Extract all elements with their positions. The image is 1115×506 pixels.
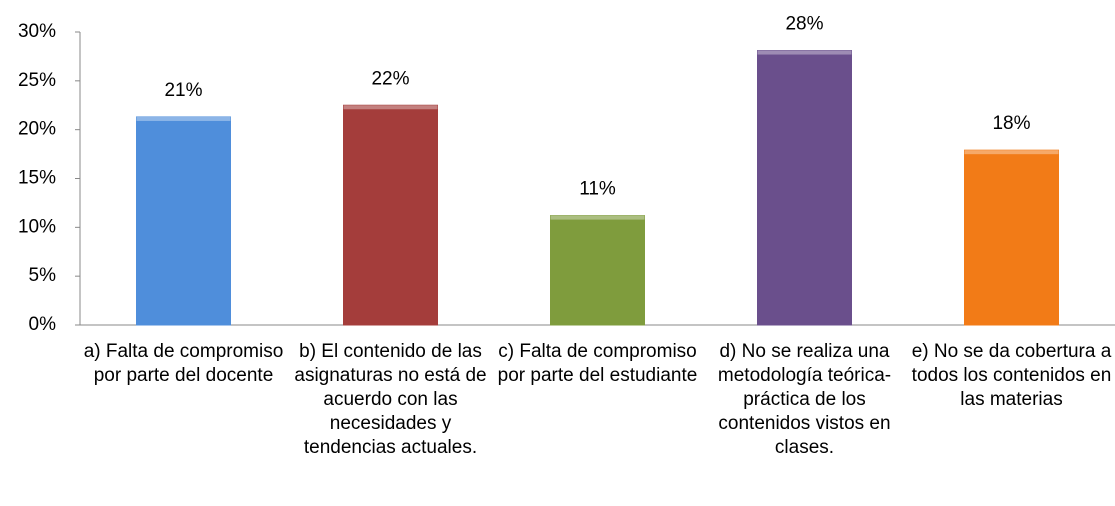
- bar: [343, 104, 438, 326]
- data-label: 22%: [371, 68, 409, 89]
- y-tick-label: 10%: [18, 216, 56, 237]
- bar-highlight: [757, 50, 852, 55]
- data-label: 28%: [785, 14, 823, 35]
- bar-highlight: [964, 150, 1059, 155]
- y-tick-label: 0%: [29, 314, 57, 335]
- bar: [136, 116, 231, 326]
- bar-highlight: [343, 105, 438, 110]
- y-tick-label: 5%: [29, 265, 57, 286]
- x-tick-label: b) El contenido de las asignaturas no es…: [294, 341, 487, 458]
- y-tick-label: 15%: [18, 168, 56, 189]
- data-label: 18%: [992, 113, 1030, 134]
- y-tick-label: 25%: [18, 70, 56, 91]
- bar: [964, 149, 1059, 326]
- data-label: 11%: [579, 179, 616, 200]
- bar: [757, 50, 852, 326]
- bar-highlight: [136, 116, 231, 121]
- y-tick-label: 30%: [18, 21, 56, 42]
- x-tick-label: e) No se da cobertura a todos los conten…: [911, 341, 1112, 410]
- bar-highlight: [550, 215, 645, 220]
- x-tick-label: d) No se realiza una metodología teórica…: [717, 341, 892, 458]
- x-tick-label: c) Falta de compromiso por parte del est…: [497, 341, 698, 386]
- bar: [550, 215, 645, 326]
- y-tick-label: 20%: [18, 119, 56, 140]
- data-label: 21%: [164, 80, 202, 101]
- x-tick-label: a) Falta de compromiso por parte del doc…: [83, 341, 284, 386]
